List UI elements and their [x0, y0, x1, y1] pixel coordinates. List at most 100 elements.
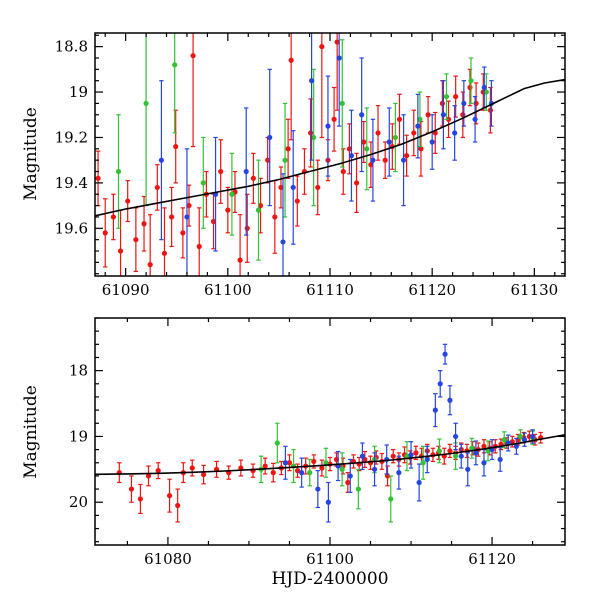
- data-point: [270, 462, 276, 483]
- data-point: [155, 462, 161, 480]
- data-point: [331, 86, 337, 152]
- bottom-panel-ticks: [95, 317, 565, 545]
- data-point: [301, 148, 308, 195]
- data-point: [173, 109, 179, 184]
- top-panel-axis-frame: [94, 32, 566, 277]
- data-point: [447, 443, 453, 459]
- data-point: [166, 478, 173, 513]
- data-point: [115, 114, 122, 229]
- data-point: [243, 107, 249, 236]
- x-tick-label: 61120: [408, 281, 456, 299]
- data-point: [472, 95, 478, 143]
- data-point: [538, 431, 544, 444]
- data-point: [400, 114, 407, 207]
- top-panel-model-curve: [95, 78, 565, 217]
- data-point: [485, 440, 491, 462]
- top-panel-plot-area: [95, 33, 565, 276]
- data-point: [411, 109, 417, 157]
- data-point: [323, 447, 329, 478]
- data-point: [452, 105, 458, 161]
- data-point: [375, 105, 381, 161]
- data-point: [137, 483, 143, 515]
- bottom-y-axis-title: Magnitude: [21, 385, 41, 479]
- data-point: [319, 459, 325, 477]
- data-point: [420, 445, 426, 480]
- data-point: [384, 465, 391, 487]
- data-point: [307, 98, 314, 168]
- data-point: [497, 447, 503, 472]
- data-point: [95, 150, 101, 207]
- data-point: [364, 107, 370, 191]
- x-tick-label: 61100: [306, 550, 354, 568]
- data-point: [180, 207, 186, 259]
- bottom-panel-series-red: [116, 430, 544, 523]
- data-point: [272, 180, 278, 254]
- data-point: [274, 422, 280, 464]
- data-point: [299, 457, 305, 488]
- data-point: [325, 75, 331, 177]
- x-tick-label: 61120: [468, 550, 516, 568]
- data-point: [309, 33, 315, 161]
- data-point: [509, 435, 515, 448]
- data-point: [226, 465, 232, 480]
- x-tick-label: 61090: [102, 281, 150, 299]
- data-point: [200, 136, 206, 229]
- y-tick-label: 18: [69, 362, 88, 380]
- data-point: [408, 441, 414, 469]
- data-point: [340, 148, 346, 195]
- data-point: [432, 393, 438, 428]
- y-tick-label: 19: [69, 83, 88, 101]
- data-point: [465, 452, 471, 487]
- data-point: [382, 141, 388, 179]
- data-point: [213, 460, 220, 478]
- data-point: [267, 68, 273, 207]
- y-tick-label: 19.2: [55, 128, 88, 146]
- data-point: [290, 448, 297, 484]
- data-point: [262, 457, 268, 475]
- bottom-panel-tick-labels: 61080 61100 61120 18 19 20: [69, 362, 516, 568]
- data-point: [196, 207, 202, 276]
- bottom-panel-model-curve: [95, 434, 565, 476]
- data-point: [339, 39, 345, 168]
- data-point: [288, 33, 294, 141]
- data-point: [347, 458, 353, 493]
- data-point: [282, 445, 289, 480]
- data-point: [225, 186, 231, 234]
- data-point: [529, 429, 536, 444]
- y-tick-label: 19: [69, 427, 88, 445]
- data-point: [145, 465, 152, 487]
- data-point: [143, 33, 149, 207]
- bottom-panel-series-blue: [282, 343, 536, 523]
- data-point: [467, 68, 473, 107]
- data-point: [172, 33, 178, 134]
- bottom-panel-plot-area: [95, 343, 565, 523]
- data-point: [441, 447, 447, 465]
- data-point: [210, 193, 217, 250]
- data-point: [334, 33, 340, 111]
- data-point: [453, 75, 459, 118]
- top-panel-series-blue: [158, 33, 495, 276]
- data-point: [440, 80, 447, 150]
- data-point: [489, 439, 495, 461]
- data-point: [370, 118, 376, 202]
- data-point: [218, 139, 224, 204]
- data-point: [356, 456, 362, 472]
- data-point: [175, 488, 181, 523]
- data-point: [443, 73, 450, 120]
- y-tick-label: 19.4: [55, 174, 88, 192]
- data-point: [161, 207, 168, 276]
- x-tick-label: 61080: [144, 550, 192, 568]
- data-point: [189, 459, 195, 477]
- data-point: [307, 458, 313, 487]
- data-point: [392, 102, 398, 173]
- data-point: [184, 148, 190, 276]
- data-point: [350, 454, 357, 469]
- data-point: [396, 455, 402, 490]
- data-point: [345, 472, 351, 493]
- data-point: [237, 214, 243, 276]
- data-point: [432, 111, 438, 154]
- bottom-panel-axis-frame: [94, 317, 566, 546]
- data-point: [468, 57, 474, 105]
- data-point: [280, 173, 286, 276]
